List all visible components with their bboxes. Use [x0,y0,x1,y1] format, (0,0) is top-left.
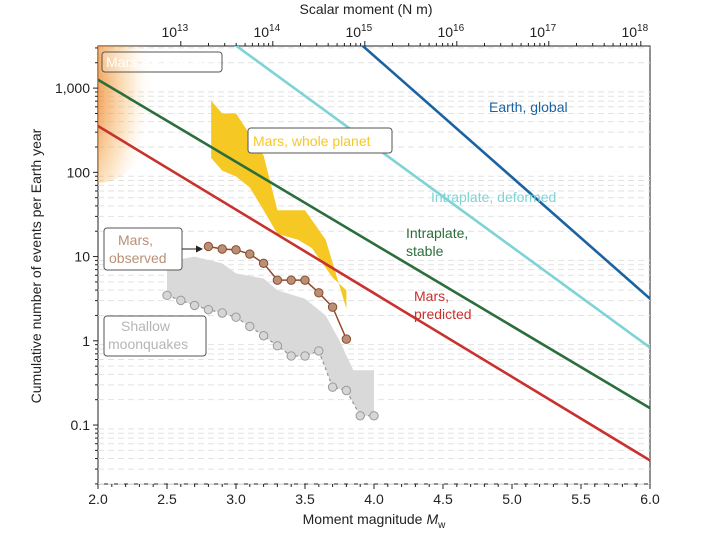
x-tick-label: 2.5 [157,491,177,507]
top-tick-base: 10 [529,24,545,40]
mars-observed-point [231,245,241,255]
mars-observed-point [245,249,255,259]
label-mars-predicted-2: predicted [414,306,472,322]
label-intraplate-deformed: Intraplate, deformed [431,189,556,205]
moonquake-point [300,351,310,361]
x-tick-label: 5.0 [502,491,522,507]
label-mars-observed-2: observed [109,250,167,266]
earth-global-line [360,46,650,300]
top-tick-exp: 15 [361,23,373,34]
x-axis: 2.0 2.5 3.0 3.5 4.0 4.5 5.0 5.5 6.0 [88,484,660,507]
top-tick-label: 1014 [253,23,280,40]
top-tick-label: 1015 [345,23,372,40]
top-tick-exp: 14 [269,23,281,34]
moonquake-point [231,312,241,322]
top-tick-label: 1013 [161,23,188,40]
label-intraplate-stable-1: Intraplate, [406,225,468,241]
mars-whole-planet-band [211,100,347,309]
label-mars-whole-planet: Mars, whole planet [253,133,371,149]
y-axis: 0.1 1 10 100 1,000 [55,47,98,485]
x-tick-label: 3.5 [295,491,315,507]
x-tick-label: 4.5 [433,491,453,507]
y-tick-label: 100 [67,164,91,180]
top-tick-base: 10 [437,24,453,40]
mars-observed-point [286,275,296,285]
mars-predicted-line [98,124,650,462]
moonquake-point [272,341,283,351]
top-tick-exp: 13 [177,23,189,34]
moonquake-point [341,385,352,396]
top-tick-exp: 16 [453,23,465,34]
whole-planet-label-box [247,127,393,154]
y-tick-label: 10 [74,249,90,265]
mars-observed-point [217,244,227,254]
x-tick-label: 4.0 [364,491,384,507]
moonquake-point [217,308,227,318]
moonquake-point [355,411,365,421]
moonquake-point [176,295,186,306]
x-tick-label: 3.0 [226,491,246,507]
top-tick-base: 10 [345,24,361,40]
top-tick-exp: 18 [637,23,649,34]
moonquakes-label-box [103,315,207,357]
mars-observed-point [314,288,324,298]
x-axis-title-var: M [426,511,438,527]
mars-observed-point [203,241,214,252]
intraplate-stable-line [98,78,650,410]
label-earth-global: Earth, global [489,99,568,115]
moonquake-point [162,290,172,301]
moonquakes-band [167,256,374,416]
moonquake-point [314,346,324,356]
mars-observed-point [341,334,352,344]
y-tick-label: 0.1 [71,417,91,433]
x-tick-label: 6.0 [640,491,660,507]
mars-observed-point [300,275,310,285]
hf-events-blob [98,46,160,183]
moonquake-point [189,300,200,311]
top-tick-label: 1017 [529,23,556,40]
label-moonquakes-1: Shallow [121,318,171,334]
moonquake-point [245,321,255,332]
label-mars-hf-events: Mars HF events [106,54,205,70]
label-moonquakes-2: moonquakes [108,336,188,352]
mars-observed-point [258,258,269,269]
moonquake-point [258,331,269,341]
hf-events-label-box [101,51,223,73]
x-axis-title-text: Moment magnitude [303,511,423,527]
mars-observed-point [327,302,338,312]
y-axis-title: Cumulative number of events per Earth ye… [28,128,44,403]
top-tick-label: 1016 [437,23,464,40]
top-tick-base: 10 [253,24,269,40]
moonquake-point [369,411,379,421]
x-tick-label: 2.0 [88,491,108,507]
y-tick-label: 1,000 [55,80,90,96]
moonquake-point [327,382,338,392]
mars-observed-point [272,275,283,285]
label-mars-predicted-1: Mars, [414,288,449,304]
top-axis: 1013 1014 1015 1016 1017 1018 [161,23,649,46]
top-tick-base: 10 [621,24,637,40]
top-tick-exp: 17 [545,23,557,34]
x-axis-title: Moment magnitude Mw [303,511,447,531]
moonquakes-line [166,294,374,417]
mars-observed-arrowhead [196,245,203,253]
moonquake-point [203,304,214,315]
label-mars-observed-1: Mars, [118,232,153,248]
top-tick-base: 10 [161,24,177,40]
moonquake-point [286,351,296,361]
top-axis-title: Scalar moment (N m) [299,1,432,17]
x-tick-label: 5.5 [571,491,591,507]
x-axis-title-sub: w [437,520,446,531]
intraplate-deformed-line [234,46,650,349]
label-intraplate-stable-2: stable [406,243,444,259]
y-tick-label: 1 [82,333,90,349]
top-tick-label: 1018 [621,23,648,40]
